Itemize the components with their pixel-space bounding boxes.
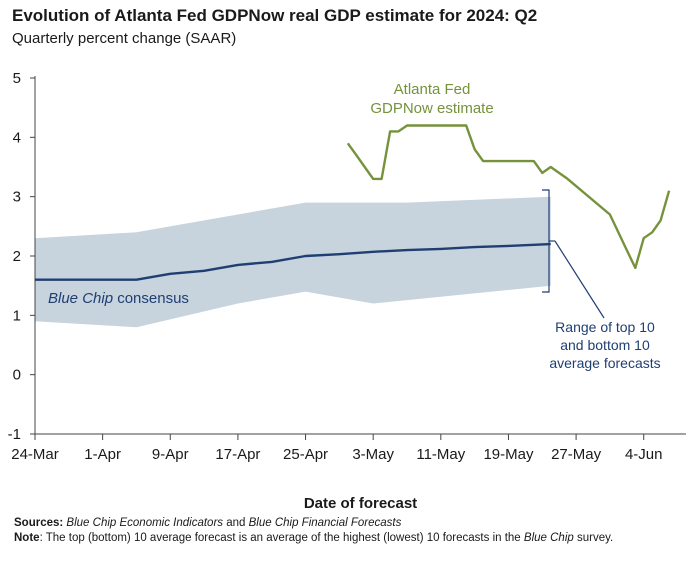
footnotes: Sources: Blue Chip Economic Indicators a… (14, 516, 686, 546)
sources-line: Sources: Blue Chip Economic Indicators a… (14, 516, 686, 531)
x-tick-label: 17-Apr (215, 446, 260, 463)
series-line-blue-chip (35, 242, 551, 281)
y-tick-label: 3 (13, 189, 21, 206)
source-bcei: Blue Chip Economic Indicators (66, 517, 224, 529)
x-tick-label: 9-Apr (152, 446, 189, 463)
sources-and: and (223, 517, 249, 529)
source-bcff: Blue Chip Financial Forecasts (248, 517, 402, 529)
y-tick-label: 5 (13, 70, 21, 87)
y-tick-label: 0 (13, 367, 21, 384)
note-label: Note (14, 532, 40, 544)
note-text: : The top (bottom) 10 average forecast i… (39, 532, 524, 544)
note-end: survey. (573, 532, 614, 544)
x-tick-label: 25-Apr (283, 446, 328, 463)
range-label-line2: and bottom 10 (560, 337, 650, 353)
series-line-gdpnow (346, 124, 671, 270)
range-label-line1: Range of top 10 (555, 319, 655, 335)
x-tick-label: 24-Mar (11, 446, 59, 463)
x-tick-label: 1-Apr (84, 446, 121, 463)
x-tick-label: 19-May (483, 446, 534, 463)
note-italic: Blue Chip (523, 532, 574, 544)
y-tick-label: 1 (13, 307, 21, 324)
chart-title: Evolution of Atlanta Fed GDPNow real GDP… (12, 6, 538, 25)
note-line: Note: The top (bottom) 10 average foreca… (14, 531, 686, 546)
blue-chip-label-italic: Blue Chip (48, 290, 113, 307)
gdpnow-label-line2: GDPNow estimate (370, 100, 493, 117)
range-leader-line (554, 240, 605, 319)
blue-chip-label-rest: consensus (113, 290, 189, 307)
x-tick-label: 27-May (551, 446, 602, 463)
forecast-range-band (35, 196, 551, 328)
y-tick-label: 2 (13, 248, 21, 265)
x-axis-label: Date of forecast (304, 495, 417, 512)
sources-label: Sources: (14, 517, 64, 529)
chart-subtitle: Quarterly percent change (SAAR) (12, 30, 237, 47)
x-tick-label: 11-May (416, 446, 465, 463)
x-tick-label: 3-May (352, 446, 394, 463)
gdpnow-label-line1: Atlanta Fed (394, 81, 471, 98)
y-tick-label: 4 (13, 129, 21, 146)
x-tick-label: 4-Jun (625, 446, 663, 463)
blue-chip-label: Blue Chip consensus (48, 290, 189, 307)
range-label-line3: average forecasts (549, 355, 660, 371)
y-tick-label: -1 (8, 426, 21, 443)
